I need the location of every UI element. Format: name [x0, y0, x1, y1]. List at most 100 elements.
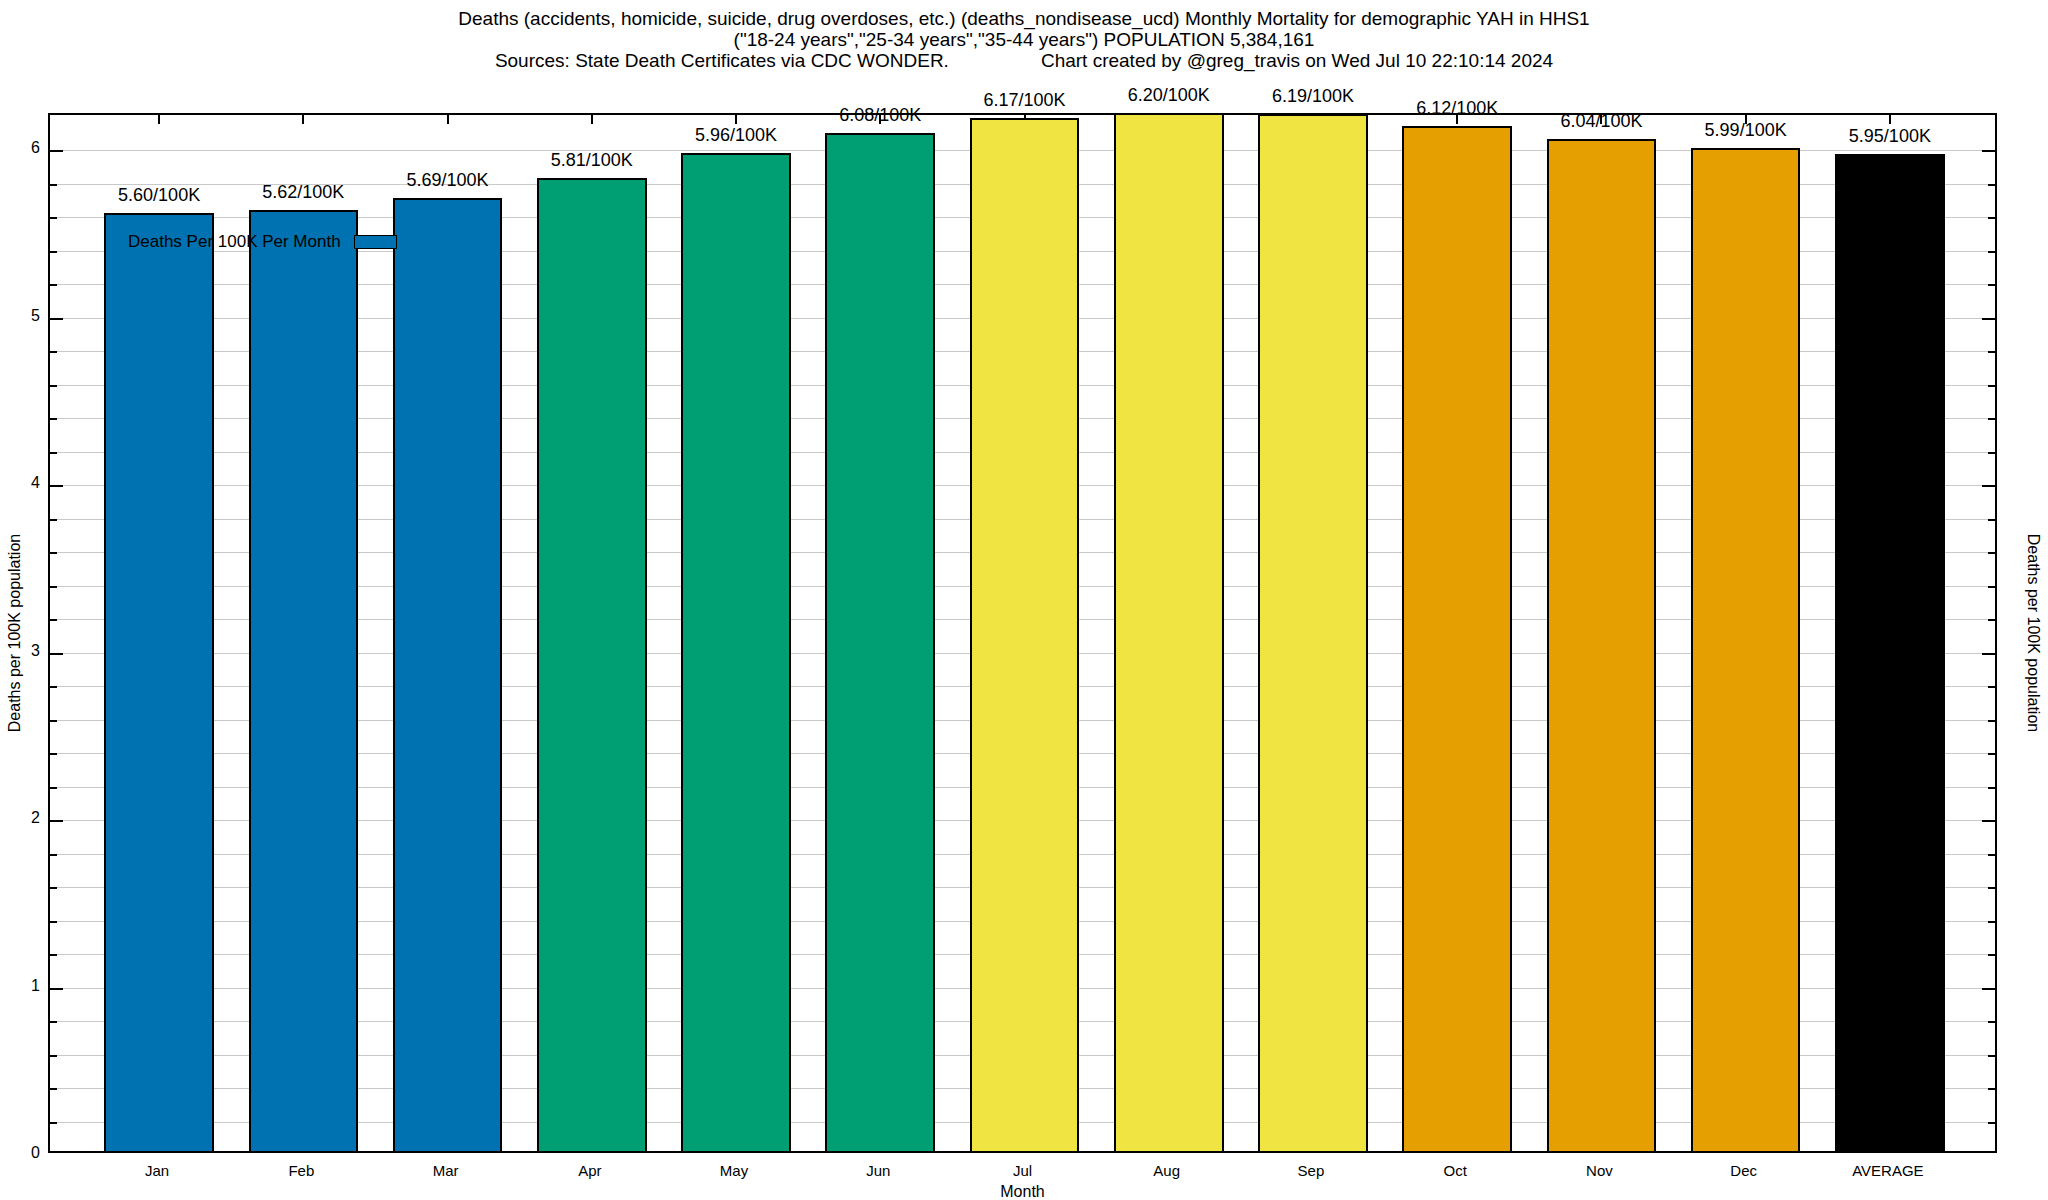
- y-tick-mark-left: [50, 217, 57, 219]
- y-tick-mark-right: [1982, 485, 1995, 487]
- y-tick-mark-left: [50, 385, 57, 387]
- bar-value-label: 6.12/100K: [1416, 98, 1498, 119]
- y-tick-mark-right: [1982, 150, 1995, 152]
- y-tick-mark-right: [1988, 720, 1995, 722]
- y-tick-mark-right: [1982, 988, 1995, 990]
- y-tick-mark-left: [50, 318, 63, 320]
- x-tick-label-aug: Aug: [1153, 1162, 1180, 1179]
- y-tick-label: 6: [6, 139, 40, 157]
- y-tick-mark-left: [50, 921, 57, 923]
- y-tick-mark-right: [1988, 787, 1995, 789]
- y-tick-label: 0: [6, 1144, 40, 1162]
- y-tick-mark-right: [1988, 887, 1995, 889]
- x-tick-label-oct: Oct: [1444, 1162, 1467, 1179]
- y-tick-mark-left: [50, 251, 57, 253]
- bar-value-label: 6.19/100K: [1272, 86, 1354, 107]
- y-tick-mark-right: [1988, 686, 1995, 688]
- y-tick-mark-left: [50, 452, 57, 454]
- bar-sep: [1258, 114, 1368, 1151]
- y-tick-mark-right: [1988, 586, 1995, 588]
- bar-value-label: 5.69/100K: [407, 170, 489, 191]
- legend-swatch: [354, 235, 397, 249]
- y-tick-mark-right: [1988, 619, 1995, 621]
- bar-value-label: 6.08/100K: [839, 105, 921, 126]
- y-tick-mark-right: [1988, 854, 1995, 856]
- x-tick-mark-top: [735, 115, 737, 124]
- plot-area: Deaths Per 100K Per Month 5.60/100K5.62/…: [48, 113, 1997, 1153]
- bar-dec: [1691, 148, 1801, 1151]
- y-tick-mark-left: [50, 787, 57, 789]
- bar-value-label: 5.81/100K: [551, 150, 633, 171]
- y-tick-label: 5: [6, 307, 40, 325]
- y-tick-mark-left: [50, 552, 57, 554]
- bar-may: [681, 153, 791, 1151]
- y-tick-mark-left: [50, 1122, 57, 1124]
- y-tick-mark-left: [50, 184, 57, 186]
- bar-value-label: 5.60/100K: [118, 185, 200, 206]
- x-tick-label-jan: Jan: [145, 1162, 169, 1179]
- y-tick-mark-left: [50, 519, 57, 521]
- y-tick-mark-left: [50, 418, 57, 420]
- bar-value-label: 5.96/100K: [695, 125, 777, 146]
- y-tick-mark-right: [1988, 452, 1995, 454]
- y-tick-mark-right: [1988, 251, 1995, 253]
- x-tick-label-apr: Apr: [578, 1162, 601, 1179]
- bar-value-label: 5.62/100K: [262, 182, 344, 203]
- chart-title-block: Deaths (accidents, homicide, suicide, dr…: [0, 8, 2048, 71]
- y-tick-mark-right: [1988, 351, 1995, 353]
- bar-apr: [537, 178, 647, 1151]
- y-tick-label: 4: [6, 474, 40, 492]
- y-tick-mark-right: [1988, 217, 1995, 219]
- y-tick-mark-left: [50, 988, 63, 990]
- bar-value-label: 5.95/100K: [1849, 126, 1931, 147]
- x-tick-label-dec: Dec: [1730, 1162, 1757, 1179]
- bar-value-label: 5.99/100K: [1705, 120, 1787, 141]
- bar-aug: [1114, 113, 1224, 1151]
- bar-value-label: 6.04/100K: [1560, 111, 1642, 132]
- y-tick-mark-left: [50, 351, 57, 353]
- x-tick-label-may: May: [720, 1162, 748, 1179]
- bar-jun: [825, 133, 935, 1151]
- bar-value-label: 6.20/100K: [1128, 85, 1210, 106]
- chart-sources-text: Sources: State Death Certificates via CD…: [495, 50, 949, 71]
- y-tick-mark-left: [50, 686, 57, 688]
- y-tick-mark-left: [50, 1021, 57, 1023]
- x-axis-title: Month: [48, 1183, 1997, 1200]
- bar-jul: [970, 118, 1080, 1151]
- y-tick-label: 1: [6, 977, 40, 995]
- y-tick-mark-left: [50, 485, 63, 487]
- y-tick-mark-right: [1988, 385, 1995, 387]
- chart-title-line2: ("18-24 years","25-34 years","35-44 year…: [0, 29, 2048, 50]
- x-tick-mark-top: [302, 115, 304, 124]
- y-tick-mark-right: [1988, 954, 1995, 956]
- x-tick-label-sep: Sep: [1298, 1162, 1325, 1179]
- bar-value-label: 6.17/100K: [983, 90, 1065, 111]
- y-axis-title-right: Deaths per 100K population: [2024, 534, 2042, 732]
- chart-title-line3: Sources: State Death Certificates via CD…: [0, 50, 2048, 71]
- y-tick-mark-left: [50, 1088, 57, 1090]
- bar-mar: [393, 198, 503, 1151]
- y-tick-label: 2: [6, 809, 40, 827]
- y-tick-mark-left: [50, 586, 57, 588]
- y-tick-mark-right: [1988, 284, 1995, 286]
- y-tick-mark-left: [50, 284, 57, 286]
- bar-feb: [249, 210, 359, 1151]
- x-tick-label-average: AVERAGE: [1852, 1162, 1923, 1179]
- x-tick-label-jun: Jun: [866, 1162, 890, 1179]
- y-tick-mark-right: [1988, 1122, 1995, 1124]
- y-tick-mark-right: [1982, 318, 1995, 320]
- bar-oct: [1402, 126, 1512, 1151]
- y-tick-mark-left: [50, 820, 63, 822]
- x-tick-label-jul: Jul: [1013, 1162, 1032, 1179]
- chart-title-line1: Deaths (accidents, homicide, suicide, dr…: [0, 8, 2048, 29]
- y-tick-mark-right: [1988, 552, 1995, 554]
- mortality-bar-chart: Deaths (accidents, homicide, suicide, dr…: [0, 0, 2048, 1200]
- x-tick-mark-top: [591, 115, 593, 124]
- y-tick-mark-left: [50, 753, 57, 755]
- y-tick-mark-right: [1988, 753, 1995, 755]
- y-tick-mark-right: [1988, 184, 1995, 186]
- bar-average: [1835, 154, 1945, 1151]
- x-tick-mark-top: [447, 115, 449, 124]
- bar-jan: [104, 213, 214, 1151]
- y-tick-mark-right: [1988, 1055, 1995, 1057]
